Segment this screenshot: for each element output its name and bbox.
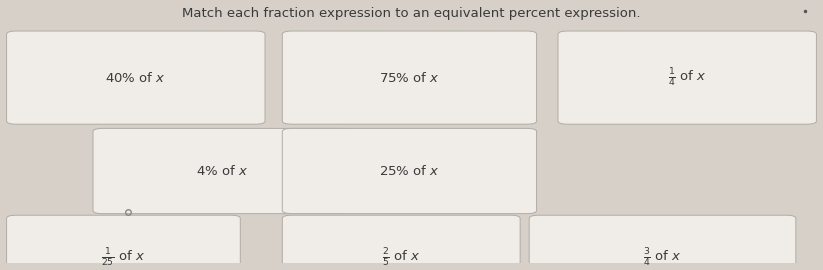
Text: $\frac{1}{4}$ of $x$: $\frac{1}{4}$ of $x$ xyxy=(667,66,707,89)
Text: 75% of $x$: 75% of $x$ xyxy=(379,71,439,85)
FancyBboxPatch shape xyxy=(282,129,537,214)
FancyBboxPatch shape xyxy=(7,31,265,124)
Text: $\frac{3}{4}$ of $x$: $\frac{3}{4}$ of $x$ xyxy=(643,247,682,269)
FancyBboxPatch shape xyxy=(558,31,816,124)
FancyBboxPatch shape xyxy=(529,215,796,270)
FancyBboxPatch shape xyxy=(282,215,520,270)
Text: $\frac{1}{25}$ of $x$: $\frac{1}{25}$ of $x$ xyxy=(101,247,146,269)
FancyBboxPatch shape xyxy=(7,215,240,270)
Text: Match each fraction expression to an equivalent percent expression.: Match each fraction expression to an equ… xyxy=(182,6,641,20)
FancyBboxPatch shape xyxy=(93,129,351,214)
Text: 40% of $x$: 40% of $x$ xyxy=(105,71,166,85)
Text: $\frac{2}{5}$ of $x$: $\frac{2}{5}$ of $x$ xyxy=(382,247,421,269)
FancyBboxPatch shape xyxy=(282,31,537,124)
Text: 4% of $x$: 4% of $x$ xyxy=(196,164,249,178)
Text: 25% of $x$: 25% of $x$ xyxy=(379,164,439,178)
